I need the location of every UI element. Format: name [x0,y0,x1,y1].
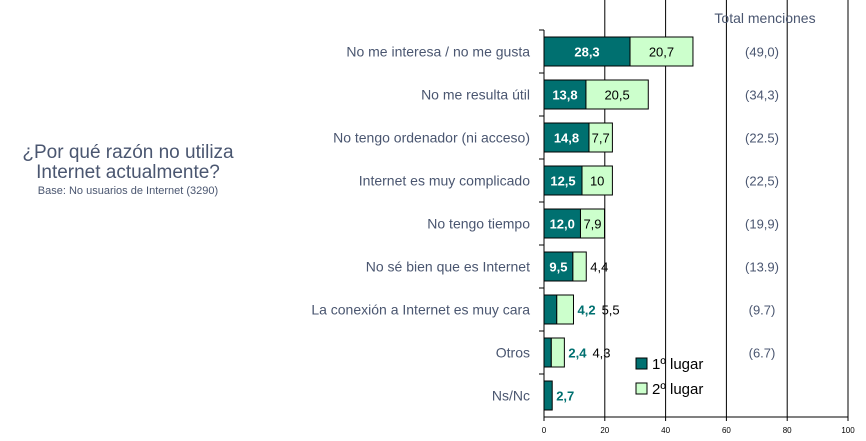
total-label: (6.7) [749,346,776,361]
data-label: 12,5 [550,174,575,189]
bar-1 [543,36,631,67]
bar-2 [629,36,694,67]
bar-2 [556,294,574,325]
total-label: (22.5) [745,131,779,146]
total-label: (34,3) [745,88,779,103]
bar-1 [543,337,552,368]
bar-1 [543,251,574,282]
bar-1 [543,380,553,411]
data-label: 7,9 [583,217,601,232]
bar-2 [550,337,565,368]
bar-1 [543,122,590,153]
chart-title: ¿Por qué razón no utiliza Internet actua… [22,142,234,183]
category-label: No me interesa / no me gusta [346,44,530,60]
bar-2 [585,79,649,110]
total-label: (22,5) [745,174,779,189]
data-label: 4,2 [577,303,595,318]
bar-1 [543,165,583,196]
chart-subtitle: Base: No usuarios de Internet (3290) [37,185,219,197]
total-label: (49,0) [745,45,779,60]
x-tick-label: 40 [661,426,670,435]
bar-1 [543,208,581,239]
data-label: 20,7 [649,45,674,60]
data-label: 13,8 [552,88,577,103]
totals-header: Total menciones [714,10,815,26]
category-label: La conexión a Internet es muy cara [311,302,530,318]
bar-2 [572,251,587,282]
data-label: 4,4 [590,260,608,275]
data-label: 2,4 [568,346,587,361]
data-label: 7,7 [592,131,610,146]
total-label: (9.7) [749,303,776,318]
bar-2 [588,122,613,153]
legend-label: 2º lugar [652,381,703,398]
legend-swatch [635,357,648,370]
category-label: Internet es muy complicado [359,173,530,189]
data-label: 5,5 [602,303,620,318]
category-label: No tengo tiempo [427,216,530,232]
x-tick-label: 60 [722,426,731,435]
data-label: 4,3 [592,346,610,361]
x-tick-label: 100 [841,426,855,435]
total-label: (19,9) [745,217,779,232]
data-label: 2,7 [556,389,574,404]
data-label: 20,5 [604,88,629,103]
bar-2 [579,208,605,239]
category-label: No sé bien que es Internet [366,259,530,275]
x-tick-label: 0 [542,426,547,435]
legend-swatch [635,382,648,395]
category-label: No tengo ordenador (ni acceso) [333,130,530,146]
bar-1 [543,79,587,110]
x-tick-label: 80 [783,426,792,435]
bar-2 [581,165,613,196]
data-label: 12,0 [550,217,575,232]
x-tick-label: 20 [600,426,609,435]
total-label: (13.9) [745,260,779,275]
bar-1 [543,294,558,325]
legend-label: 1º lugar [652,356,703,373]
data-label: 9,5 [549,260,567,275]
data-label: 28,3 [574,45,599,60]
data-label: 14,8 [554,131,579,146]
category-label: No me resulta útil [421,87,530,103]
data-label: 10 [590,174,604,189]
category-label: Otros [496,345,530,361]
category-label: Ns/Nc [492,388,530,404]
